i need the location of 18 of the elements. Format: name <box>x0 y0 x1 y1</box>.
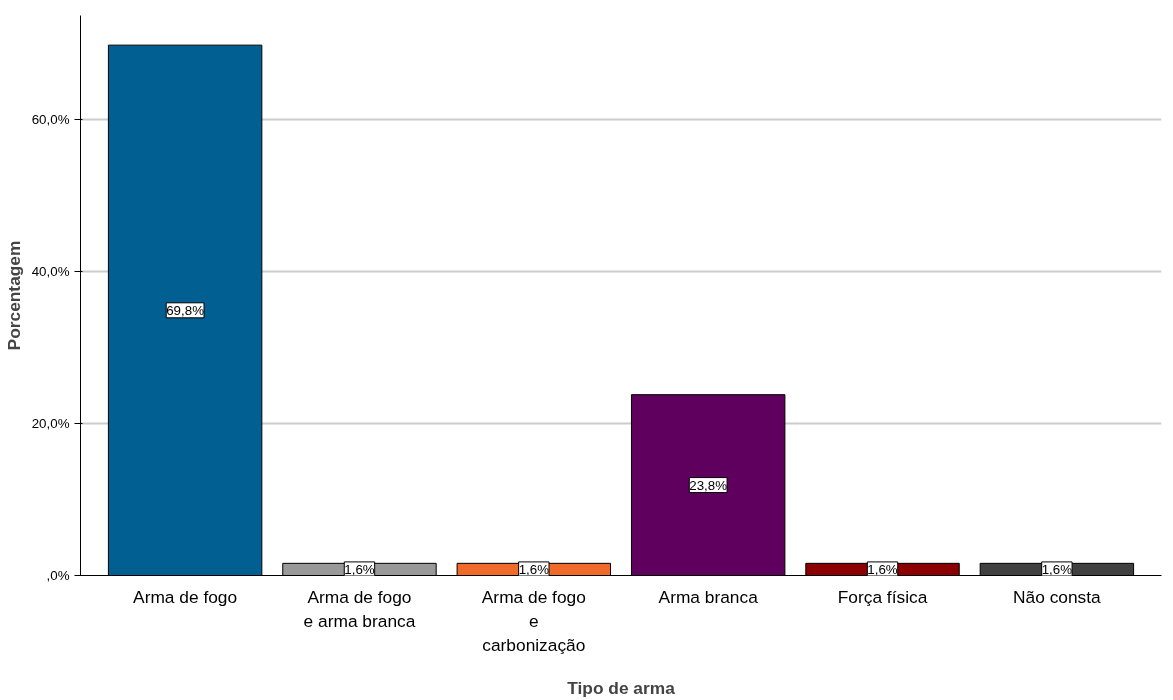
x-tick-label: Arma de fogo e arma branca <box>303 586 416 631</box>
y-tick-label: 60,0% <box>31 112 70 128</box>
y-tick-label: 20,0% <box>31 416 70 432</box>
x-axis-title: Tipo de arma <box>567 677 676 698</box>
x-tick-label: Arma de fogo <box>133 586 238 607</box>
data-label: 1,6% <box>867 561 898 577</box>
data-label: 1,6% <box>1041 561 1073 577</box>
x-tick-label: Força física <box>837 586 928 607</box>
data-label: 69,8% <box>166 302 205 318</box>
y-axis-title: Porcentagem <box>3 240 24 351</box>
y-tick-label: ,0% <box>46 568 70 583</box>
x-tick-label: Não consta <box>1013 586 1102 607</box>
x-tick-label: Arma branca <box>658 586 759 607</box>
x-tick-label: Arma de fogo e carbonização <box>481 586 586 655</box>
data-label: 1,6% <box>344 561 375 577</box>
y-tick-label: 40,0% <box>31 264 70 280</box>
data-label: 1,6% <box>518 561 550 577</box>
data-label: 23,8% <box>689 477 728 493</box>
